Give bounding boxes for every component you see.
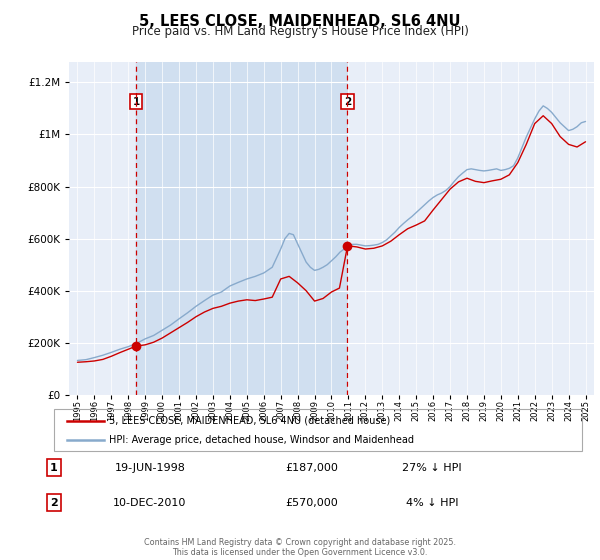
Text: 2: 2 — [344, 96, 351, 106]
Text: 10-DEC-2010: 10-DEC-2010 — [113, 498, 187, 507]
Text: 19-JUN-1998: 19-JUN-1998 — [115, 463, 185, 473]
Text: 5, LEES CLOSE, MAIDENHEAD, SL6 4NU (detached house): 5, LEES CLOSE, MAIDENHEAD, SL6 4NU (deta… — [109, 416, 391, 426]
Text: 2: 2 — [50, 498, 58, 507]
Text: 1: 1 — [133, 96, 140, 106]
Text: £187,000: £187,000 — [286, 463, 338, 473]
Text: 27% ↓ HPI: 27% ↓ HPI — [402, 463, 462, 473]
Text: £570,000: £570,000 — [286, 498, 338, 507]
Text: Price paid vs. HM Land Registry's House Price Index (HPI): Price paid vs. HM Land Registry's House … — [131, 25, 469, 38]
Text: 5, LEES CLOSE, MAIDENHEAD, SL6 4NU: 5, LEES CLOSE, MAIDENHEAD, SL6 4NU — [139, 14, 461, 29]
Bar — [136, 62, 347, 395]
Text: 4% ↓ HPI: 4% ↓ HPI — [406, 498, 458, 507]
Text: 1: 1 — [50, 463, 58, 473]
Text: HPI: Average price, detached house, Windsor and Maidenhead: HPI: Average price, detached house, Wind… — [109, 435, 415, 445]
Text: Contains HM Land Registry data © Crown copyright and database right 2025.
This d: Contains HM Land Registry data © Crown c… — [144, 538, 456, 557]
